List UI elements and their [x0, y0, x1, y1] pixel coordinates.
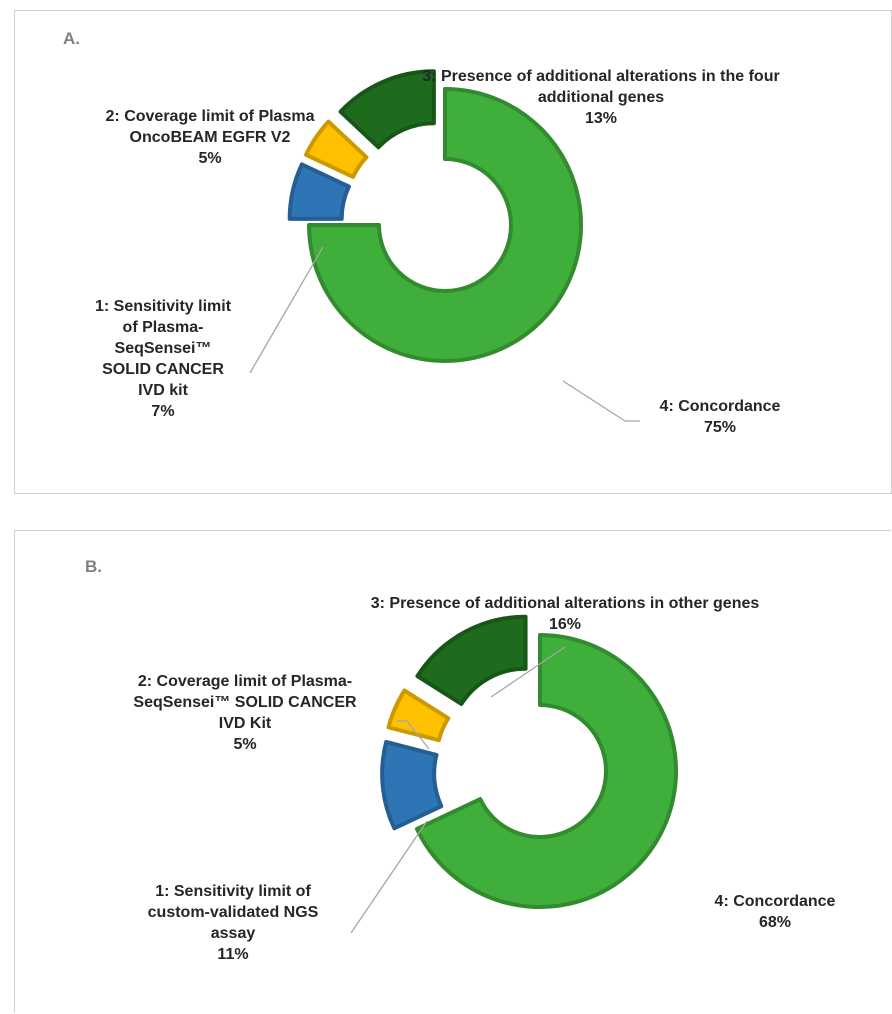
slice-label-3: 3: Presence of additional alterations in…: [422, 66, 779, 129]
panel-b: B. 1: Sensitivity limit of custom-validat…: [14, 530, 891, 1013]
panel-a-label: A.: [63, 29, 80, 48]
leader-line-1: [350, 820, 428, 934]
slice-label-1: 1: Sensitivity limit of custom-validated …: [148, 881, 319, 965]
slice-label-1: 1: Sensitivity limit of Plasma- SeqSensei™…: [95, 296, 231, 422]
slice-2: [386, 688, 451, 743]
slice-3: [338, 69, 436, 150]
slice-2: [304, 119, 369, 179]
slice-label-line: 1: Sensitivity limit: [94, 298, 232, 315]
slice-value-label: 16%: [548, 616, 582, 633]
slice-label-line: SeqSensei™ SOLID CANCER: [133, 694, 357, 711]
slice-1: [287, 162, 351, 221]
slice-label-line: SOLID CANCER: [102, 361, 224, 378]
slice-label-line: 2: Coverage limit of Plasma: [105, 108, 315, 125]
slice-label-line: 1: Sensitivity limit of: [155, 883, 311, 900]
slice-value-label: 75%: [703, 419, 737, 436]
donut-chart-a: [249, 69, 640, 422]
slice-label-line: 3: Presence of additional alterations in…: [370, 595, 760, 612]
slice-label-2: 2: Coverage limit of Plasma- SeqSensei™ S…: [133, 671, 356, 755]
leader-line-1: [249, 246, 324, 374]
slice-label-line: of Plasma-: [122, 319, 204, 336]
slice-value-label: 11%: [217, 946, 249, 963]
slice-label-line: OncoBEAM EGFR V2: [129, 129, 291, 146]
slice-label-4: 4: Concordance 75%: [660, 396, 781, 438]
slice-label-line: custom-validated NGS: [147, 904, 319, 921]
slice-value-label: 5%: [233, 736, 257, 753]
panel-a: A. 1: Sensitivity limit of Plasma- SeqSens…: [14, 10, 892, 494]
slice-3: [415, 614, 528, 706]
slice-value-label: 5%: [198, 150, 222, 167]
slice-value-label: 68%: [758, 914, 792, 931]
slice-label-line: 2: Coverage limit of Plasma-: [137, 673, 353, 690]
panel-b-label: B.: [85, 557, 102, 576]
slice-label-line: IVD Kit: [218, 715, 272, 732]
slice-label-3: 3: Presence of additional alterations in…: [371, 593, 760, 635]
leader-line-2: [397, 720, 430, 750]
slice-label-line: 4: Concordance: [714, 893, 836, 910]
slice-label-line: 3: Presence of additional alterations in…: [422, 68, 780, 85]
slice-label-2: 2: Coverage limit of Plasma OncoBEAM EGFR…: [106, 106, 315, 169]
slice-label-line: SeqSensei™: [114, 340, 212, 357]
slice-label-4: 4: Concordance 68%: [715, 891, 836, 933]
slice-value-label: 13%: [584, 110, 618, 127]
slice-label-line: IVD kit: [138, 382, 188, 399]
leader-line-4: [562, 380, 640, 422]
donut-chart-b: [350, 614, 678, 934]
slice-4: [307, 87, 583, 363]
slice-label-line: additional genes: [537, 89, 665, 106]
slice-label-line: 4: Concordance: [659, 398, 781, 415]
slice-1: [380, 739, 444, 831]
slice-4: [414, 633, 678, 909]
slice-label-line: assay: [210, 925, 256, 942]
slice-value-label: 7%: [151, 403, 175, 420]
leader-line-3: [490, 646, 566, 698]
